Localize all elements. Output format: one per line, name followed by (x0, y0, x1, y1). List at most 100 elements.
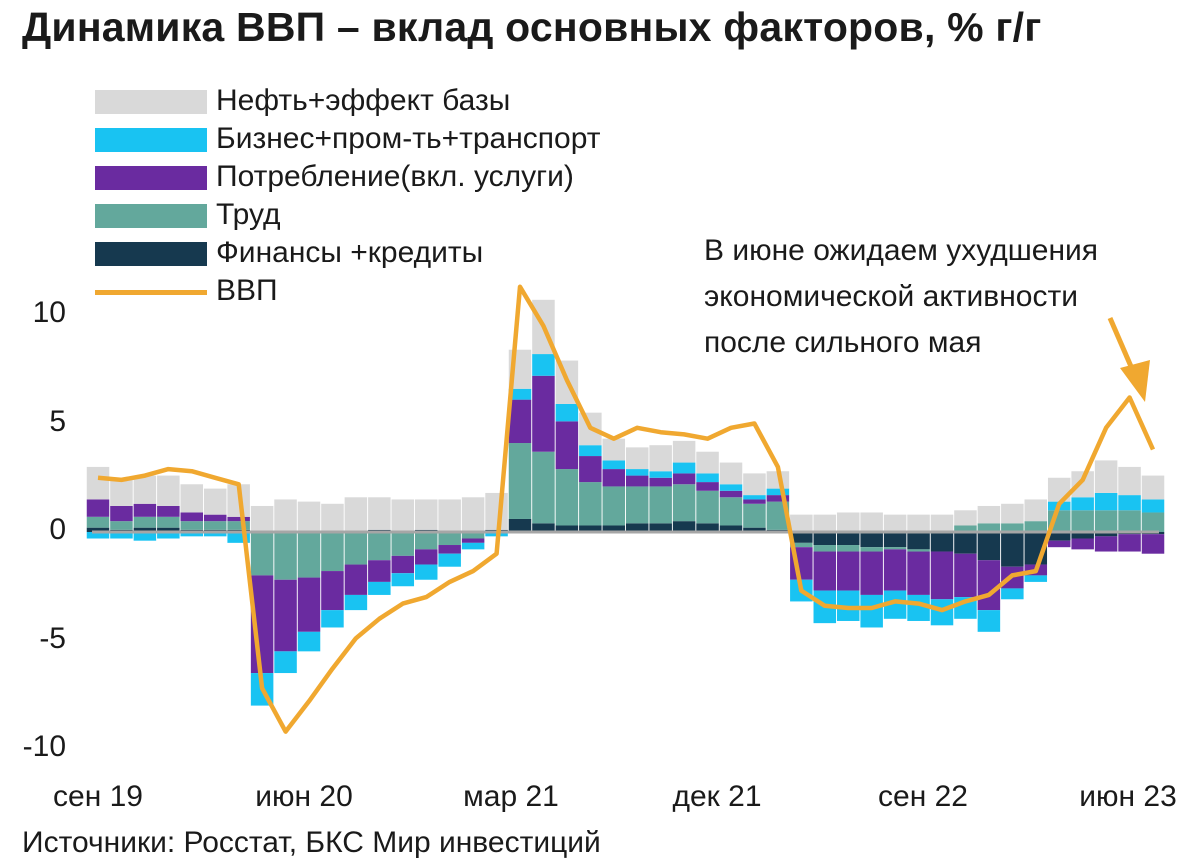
bar-segment-oil (813, 514, 837, 532)
bar-segment-business (321, 610, 344, 628)
bar-segment-business (1141, 499, 1165, 513)
bar-segment-oil (883, 514, 907, 532)
bar-segment-oil (203, 488, 227, 515)
bar-segment-oil (250, 505, 274, 532)
bar-segment-business (719, 484, 743, 491)
legend-item-labor: Труд (95, 196, 695, 234)
bar-segment-business (133, 532, 157, 541)
bar-segment-oil (836, 512, 860, 532)
bar-segment-finance (883, 532, 907, 548)
bar-segment-labor (1024, 521, 1048, 532)
bar-segment-labor (813, 545, 837, 552)
bar-segment-finance (860, 532, 883, 548)
bar-segment-finance (977, 532, 1001, 561)
bar-segment-oil (485, 492, 508, 530)
bar-segment-oil (766, 471, 790, 489)
bar-segment-labor (344, 532, 368, 565)
bar-segment-business (344, 594, 368, 611)
bar-segment-finance (649, 523, 672, 532)
bar-segment-oil (133, 475, 157, 504)
bar-segment-finance (508, 518, 532, 532)
legend-item-finance: Финансы +кредиты (95, 234, 695, 272)
bar-segment-consumption (438, 545, 461, 554)
bar-segment-consumption (532, 375, 555, 452)
bar-segment-business (977, 610, 1001, 632)
x-tick-label: сен 19 (53, 780, 143, 813)
bar-segment-finance (790, 532, 813, 543)
bar-segment-labor (555, 469, 579, 526)
bar-segment-business (743, 495, 766, 500)
bar-segment-oil (790, 514, 813, 532)
legend-swatch-finance (95, 242, 207, 266)
bar-segment-oil (414, 499, 438, 530)
bar-segment-finance (86, 527, 110, 532)
bar-segment-oil (461, 497, 485, 532)
x-tick-label: дек 21 (672, 780, 762, 813)
bar-segment-consumption (133, 503, 157, 517)
bar-segment-consumption (157, 505, 180, 517)
bar-segment-labor (579, 482, 602, 526)
bar-segment-business (180, 532, 204, 537)
legend-item-business: Бизнес+пром-ть+транспорт (95, 120, 695, 158)
bar-segment-consumption (368, 560, 391, 582)
bar-segment-finance (672, 521, 696, 532)
bar-segment-oil (625, 447, 649, 470)
bar-segment-business (508, 388, 532, 400)
bar-segment-labor (297, 532, 321, 578)
bar-segment-oil (719, 462, 743, 485)
bar-segment-business (110, 532, 133, 539)
bar-segment-finance (743, 527, 766, 532)
x-tick-label: мар 21 (463, 780, 559, 813)
bar-segment-labor (274, 532, 297, 580)
x-tick-label: июн 23 (1079, 780, 1177, 813)
bar-segment-finance (954, 532, 977, 554)
bar-segment-business (391, 573, 415, 587)
bar-segment-business (368, 581, 391, 595)
bar-segment-consumption (696, 482, 719, 491)
bar-segment-consumption (1071, 538, 1094, 550)
annotation-line-3: после сильного мая (704, 326, 982, 359)
bar-segment-finance (907, 532, 930, 550)
chart-title: Динамика ВВП – вклад основных факторов, … (22, 4, 1042, 50)
legend-item-oil: Нефть+эффект базы (95, 82, 695, 120)
bar-segment-labor (625, 486, 649, 524)
bar-segment-finance (602, 525, 626, 532)
bar-segment-oil (321, 503, 344, 532)
bar-segment-labor (1141, 512, 1165, 532)
bar-segment-consumption (579, 456, 602, 483)
bar-segment-labor (414, 532, 438, 550)
bar-segment-finance (133, 527, 157, 532)
bar-segment-consumption (1141, 534, 1165, 554)
bar-segment-business (696, 473, 719, 483)
bar-segment-consumption (414, 549, 438, 565)
bar-segment-business (532, 354, 555, 376)
bar-segment-labor (1071, 510, 1094, 532)
bar-segment-consumption (813, 551, 837, 591)
bar-segment-oil (344, 497, 368, 532)
gdp-line (97, 284, 1156, 734)
bar-segment-consumption (321, 571, 344, 611)
bar-segment-consumption (203, 514, 227, 522)
bar-segment-oil (649, 445, 672, 472)
bar-segment-consumption (836, 551, 860, 591)
bar-segment-consumption (110, 505, 133, 522)
bar-segment-labor (203, 521, 227, 530)
bar-segment-labor (508, 443, 532, 519)
bar-segment-consumption (274, 579, 297, 652)
legend-swatch-oil (95, 90, 207, 114)
bar-segment-labor (532, 451, 555, 524)
bar-segment-labor (86, 516, 110, 528)
bar-segment-oil (907, 514, 930, 532)
bar-segment-labor (180, 521, 204, 530)
bar-segment-finance (719, 525, 743, 532)
annotation-line-2: экономической активности (704, 280, 1078, 313)
bar-segment-labor (133, 516, 157, 528)
bar-segment-finance (555, 525, 579, 532)
bar-segment-business (414, 564, 438, 580)
bar-segment-consumption (508, 399, 532, 444)
bar-segment-oil (1118, 466, 1141, 496)
bar-segment-consumption (1047, 540, 1071, 548)
bar-segment-oil (1141, 475, 1165, 500)
bar-segment-business (579, 445, 602, 457)
bar-segment-oil (672, 440, 696, 463)
